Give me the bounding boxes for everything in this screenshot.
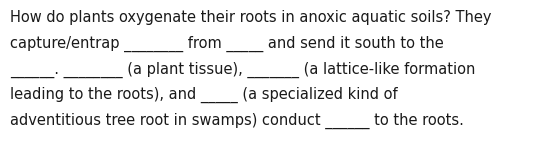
Text: ______. ________ (a plant tissue), _______ (a lattice-like formation: ______. ________ (a plant tissue), _____… — [10, 61, 475, 78]
Text: adventitious tree root in swamps) conduct ______ to the roots.: adventitious tree root in swamps) conduc… — [10, 112, 464, 129]
Text: How do plants oxygenate their roots in anoxic aquatic soils? They: How do plants oxygenate their roots in a… — [10, 10, 492, 25]
Text: capture/entrap ________ from _____ and send it south to the: capture/entrap ________ from _____ and s… — [10, 36, 444, 52]
Text: leading to the roots), and _____ (a specialized kind of: leading to the roots), and _____ (a spec… — [10, 87, 398, 103]
